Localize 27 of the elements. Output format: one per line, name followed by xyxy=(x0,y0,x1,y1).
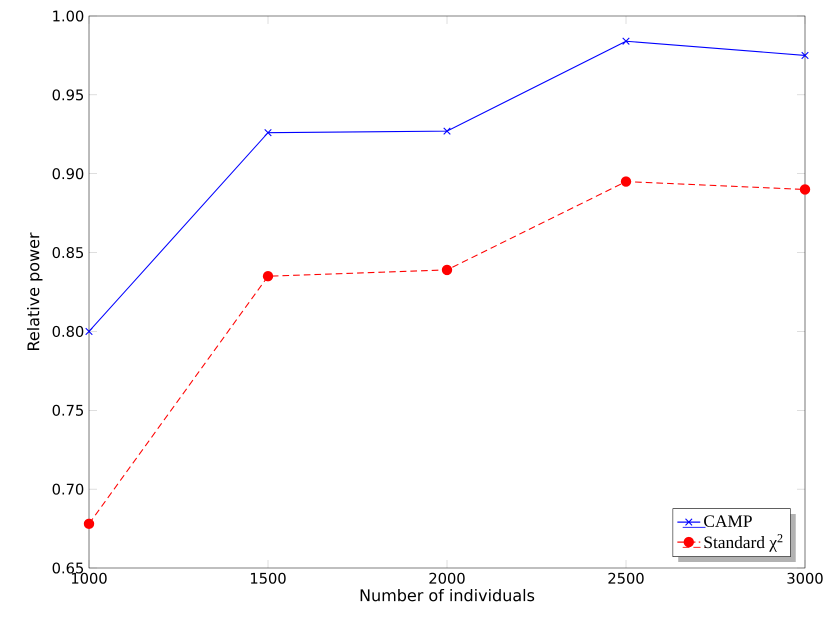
point xyxy=(443,127,451,135)
point xyxy=(620,176,632,187)
y-axis-title: Relative power xyxy=(27,232,42,350)
x-tick-label: 1500 xyxy=(250,572,286,584)
y-tick-label: 1.00 xyxy=(53,10,84,22)
y-tick-label: 0.80 xyxy=(52,326,84,337)
point xyxy=(801,52,809,60)
x-tick-label: 3000 xyxy=(787,572,823,584)
point xyxy=(442,264,452,276)
y-tick-label: 0.95 xyxy=(52,89,84,100)
x-tick-label: 2500 xyxy=(608,572,644,584)
x-tick-label: 1000 xyxy=(72,572,107,584)
point xyxy=(262,271,274,282)
point xyxy=(264,128,272,137)
y-tick-label: 0.75 xyxy=(52,404,84,416)
y-tick-label: 0.90 xyxy=(52,168,84,180)
x-tick-label: 2000 xyxy=(429,572,465,584)
y-tick-label: 0.70 xyxy=(52,484,84,495)
point xyxy=(85,328,93,336)
legend-label: CAMP xyxy=(704,515,752,528)
y-tick-label: 0.85 xyxy=(52,247,84,258)
x-axis-title: Number of individuals xyxy=(360,588,534,602)
point xyxy=(84,518,94,530)
point xyxy=(800,184,810,195)
y-tick-label: 0.65 xyxy=(52,562,84,574)
point xyxy=(622,37,630,46)
legend-label: Standard χ$^{2}$ xyxy=(704,534,782,552)
